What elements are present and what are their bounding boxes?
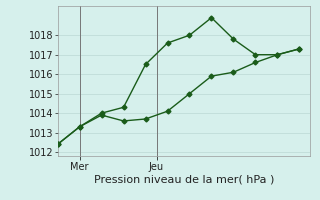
X-axis label: Pression niveau de la mer( hPa ): Pression niveau de la mer( hPa ) (94, 174, 274, 184)
